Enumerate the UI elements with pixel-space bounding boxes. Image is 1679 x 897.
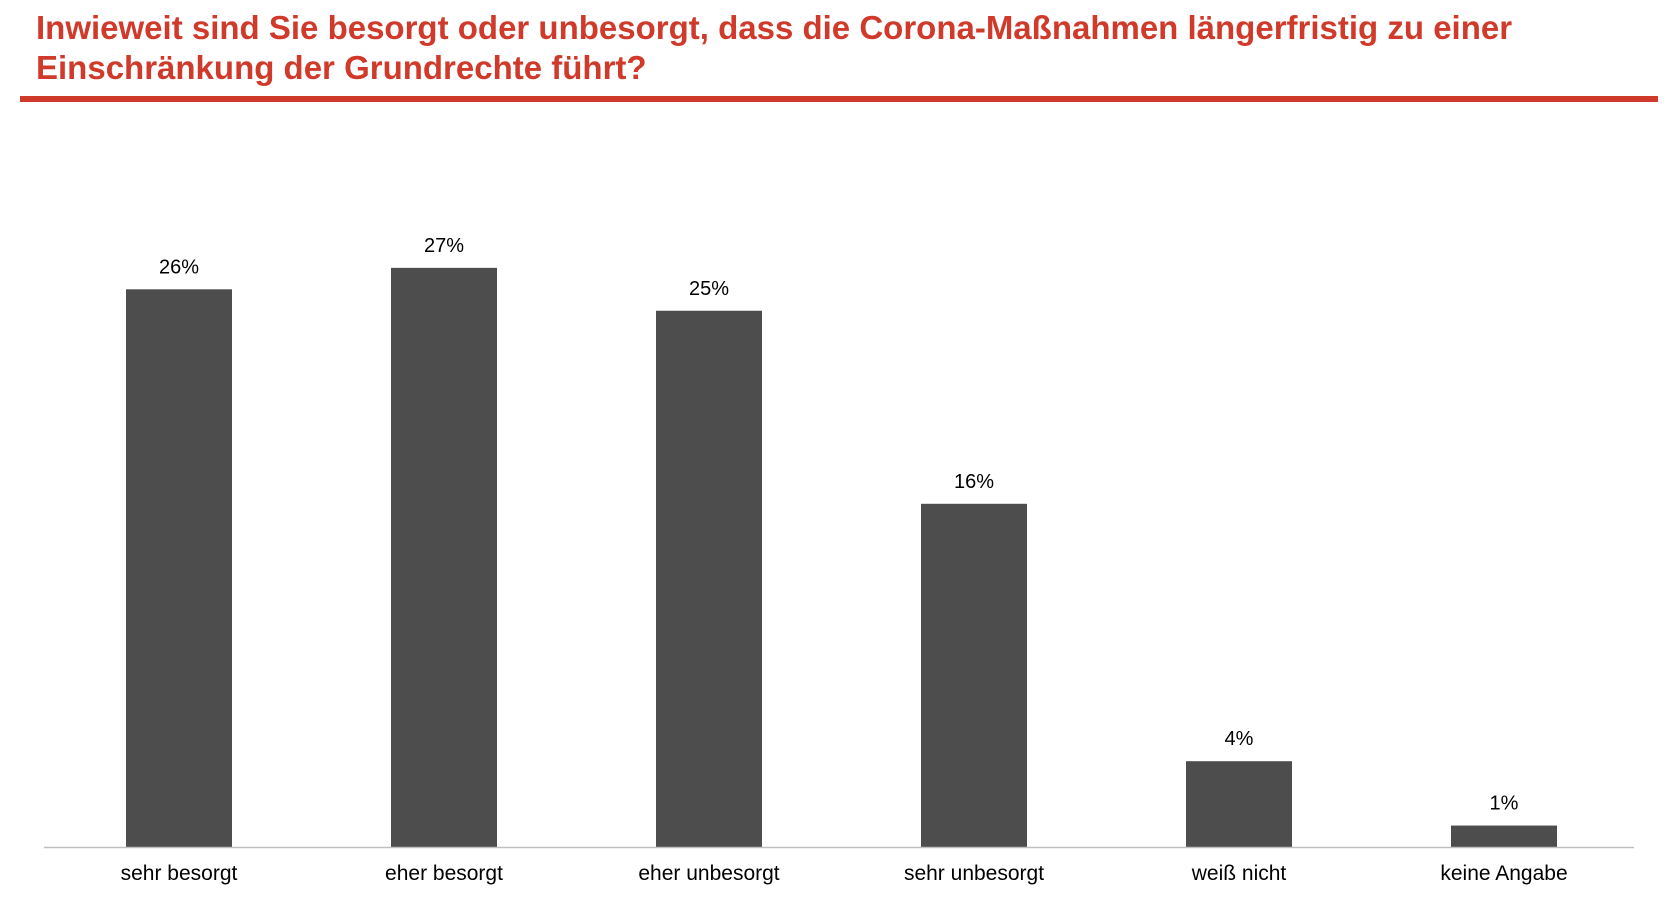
data-label: 1% xyxy=(1490,793,1519,815)
bar xyxy=(921,503,1027,847)
chart-title: Inwieweit sind Sie besorgt oder unbesorg… xyxy=(36,9,1513,86)
title-underline xyxy=(20,96,1658,102)
x-tick-label: keine Angabe xyxy=(1440,862,1567,885)
bar xyxy=(391,267,497,848)
data-label: 26% xyxy=(159,256,199,278)
bar xyxy=(126,289,232,847)
bar xyxy=(1451,825,1557,847)
bar xyxy=(1186,761,1292,847)
x-tick-label: sehr unbesorgt xyxy=(904,862,1044,885)
bar xyxy=(656,310,762,847)
data-label: 27% xyxy=(424,235,464,257)
x-tick-label: weiß nicht xyxy=(1191,862,1287,885)
data-label: 25% xyxy=(689,278,729,300)
data-label: 16% xyxy=(954,471,994,493)
x-tick-label: eher besorgt xyxy=(385,862,503,885)
x-tick-label: sehr besorgt xyxy=(121,862,238,885)
data-label: 4% xyxy=(1225,728,1254,750)
x-tick-label: eher unbesorgt xyxy=(638,862,779,885)
